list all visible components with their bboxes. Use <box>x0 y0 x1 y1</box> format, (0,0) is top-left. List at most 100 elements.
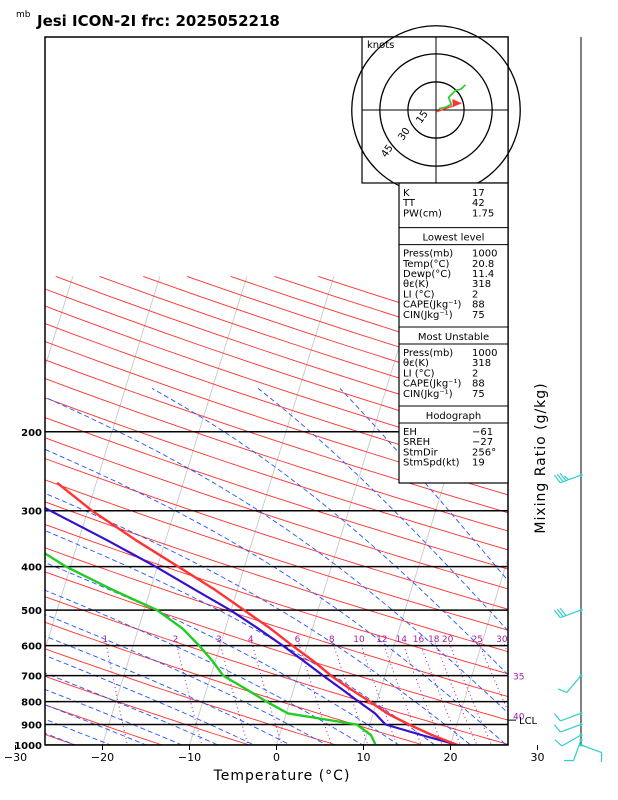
index-name: Temp(°C) <box>402 259 450 270</box>
moist-adiabat-line <box>45 704 148 745</box>
mixing-ratio-label: 8 <box>329 635 335 645</box>
temperature-axis: −40−30−20−10010203040 <box>4 745 618 764</box>
parcel-path-line <box>45 506 458 745</box>
chart-title: Jesi ICON-2I frc: 2025052218 <box>36 12 280 30</box>
moist-adiabat-line <box>45 654 256 745</box>
dry-adiabat-line <box>45 675 251 745</box>
wind-barb <box>557 674 583 693</box>
moist-adiabat-line <box>45 589 364 745</box>
index-value: 1000 <box>472 348 497 359</box>
storm-motion-arrowhead <box>452 99 462 107</box>
index-name: StmSpd(kt) <box>403 458 460 469</box>
wind-barb <box>553 607 583 619</box>
mixing-ratio-label: 10 <box>353 635 365 645</box>
index-name: PW(cm) <box>403 208 442 219</box>
isotherm-line <box>45 276 74 369</box>
index-value: 42 <box>472 198 485 209</box>
dry-adiabat-line <box>45 340 508 496</box>
mixing-ratio-label: 25 <box>472 635 483 645</box>
temperature-tick-label: −10 <box>178 751 201 764</box>
index-name: StmDir <box>403 447 438 458</box>
index-name: K <box>403 188 410 199</box>
mixing-ratio-label: 35 <box>513 673 524 683</box>
moist-adiabat-line <box>45 614 328 745</box>
pressure-unit-label: mb <box>16 10 31 20</box>
index-value: 2 <box>472 368 478 379</box>
dry-adiabat-line <box>45 397 508 551</box>
index-name: TT <box>402 198 416 209</box>
dry-adiabat-line <box>45 704 164 745</box>
most-unstable-title: Most Unstable <box>418 332 489 343</box>
index-name: EH <box>403 427 417 438</box>
mixing-ratio-label: 6 <box>295 635 301 645</box>
index-name: θε(K) <box>403 358 429 369</box>
wind-barb <box>553 472 583 484</box>
index-name: CIN(Jkg⁻¹) <box>403 389 453 400</box>
index-value: −61 <box>472 427 493 438</box>
moist-adiabat-line <box>45 688 184 745</box>
mixing-ratio-lines <box>105 642 508 745</box>
dry-adiabat-line <box>45 323 508 478</box>
index-name: Press(mb) <box>403 348 453 359</box>
isobar-lines <box>45 431 508 745</box>
mixing-ratio-label: 20 <box>442 635 454 645</box>
index-value: −27 <box>472 437 493 448</box>
pressure-tick-label: 1000 <box>14 741 42 752</box>
pressure-tick-label: 600 <box>21 642 42 653</box>
temperature-tick-label: 20 <box>444 751 458 764</box>
index-value: 19 <box>472 458 485 469</box>
moist-adiabat-line <box>151 388 508 676</box>
index-value: 2 <box>472 289 478 300</box>
index-value: 256° <box>472 447 496 458</box>
pressure-tick-label: 400 <box>21 563 42 574</box>
temperature-tick-label: 10 <box>357 751 371 764</box>
index-name: CAPE(Jkg⁻¹) <box>403 379 461 390</box>
index-value: 88 <box>472 379 485 390</box>
mixing-ratio-label: 40 <box>513 713 525 723</box>
mixing-ratio-axis-title: Mixing Ratio (g/kg) <box>533 382 549 533</box>
index-value: 75 <box>472 310 485 321</box>
index-name: SREH <box>403 437 430 448</box>
mixing-ratio-line <box>448 642 493 745</box>
index-name: Dewp(°C) <box>403 269 451 280</box>
pressure-tick-label: 700 <box>21 672 42 683</box>
moist-adiabat-line <box>45 672 219 745</box>
dry-adiabat-line <box>45 437 508 590</box>
temperature-tick-label: −30 <box>4 751 27 764</box>
isotherm-line <box>189 276 335 745</box>
mixing-ratio-label: 30 <box>496 635 508 645</box>
temperature-tick-label: 30 <box>531 751 545 764</box>
dry-adiabat-line <box>45 378 508 532</box>
dry-adiabat-line <box>45 501 508 653</box>
index-value: 318 <box>472 279 491 290</box>
pressure-tick-label: 300 <box>21 507 42 518</box>
dry-adiabat-line <box>45 458 508 610</box>
index-name: CIN(Jkg⁻¹) <box>403 310 453 321</box>
index-name: LI (°C) <box>403 368 435 379</box>
mixing-ratio-label: 14 <box>396 635 408 645</box>
indices-frame <box>398 182 509 484</box>
mixing-ratio-line <box>298 642 332 745</box>
mixing-ratio-line <box>419 642 462 745</box>
temperature-tick-label: −20 <box>91 751 114 764</box>
mixing-ratio-label: 3 <box>216 635 222 645</box>
plot-area <box>45 275 508 745</box>
hodograph-trace <box>438 84 466 110</box>
dry-adiabat-line <box>45 524 508 675</box>
isotherm-line <box>45 276 161 651</box>
wind-barb <box>553 722 583 733</box>
pressure-tick-label: 200 <box>21 428 42 439</box>
wind-barb <box>563 738 583 762</box>
isotherm-line <box>102 276 248 745</box>
indices-panel: K 17 TT 42 PW(cm) 1.75 Lowest level Press(mb) 10… <box>398 182 509 484</box>
pressure-tick-label: 800 <box>21 698 42 709</box>
dry-adiabat-line <box>45 288 508 445</box>
x-axis-title: Temperature (°C) <box>213 768 351 784</box>
index-value: 11.4 <box>472 269 494 280</box>
mixing-ratio-label: 2 <box>173 635 179 645</box>
mixing-ratio-label: 18 <box>428 635 440 645</box>
dry-adiabat-line <box>45 648 338 745</box>
index-value: 75 <box>472 389 485 400</box>
moist-adiabat-line <box>45 635 292 745</box>
